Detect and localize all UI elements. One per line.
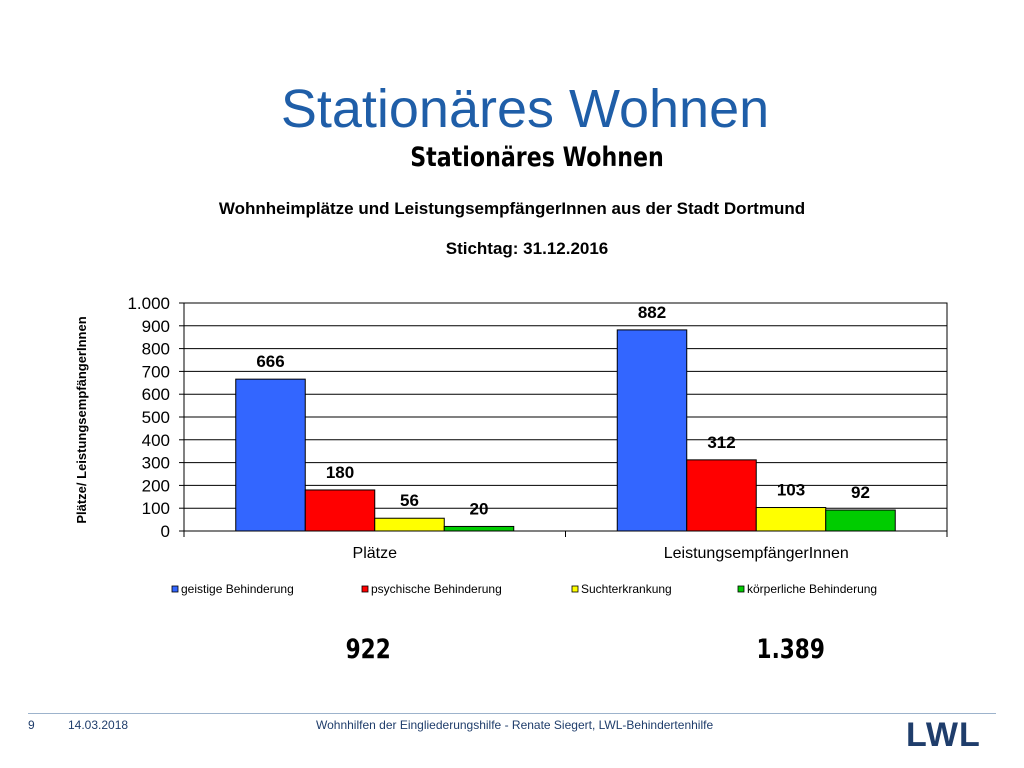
y-axis-label: Plätze/ LeistungsempfängerInnen (74, 316, 89, 523)
x-category-label: Plätze (353, 545, 398, 562)
bar (235, 378, 306, 532)
data-label: 666 (256, 352, 284, 371)
y-tick-label: 300 (142, 454, 170, 473)
y-tick-label: 500 (142, 408, 170, 427)
data-label: 312 (707, 433, 735, 452)
bar (374, 517, 445, 532)
total-plaetze: 922 (345, 634, 391, 665)
legend-label: Suchterkrankung (581, 582, 672, 596)
footer-divider (28, 713, 996, 714)
y-tick-label: 200 (142, 476, 170, 495)
lwl-logo: LWL (906, 716, 981, 754)
legend-label: psychische Behinderung (371, 582, 502, 596)
data-label: 56 (400, 491, 419, 510)
data-label: 20 (470, 499, 489, 518)
y-tick-label: 600 (142, 385, 170, 404)
y-tick-label: 800 (142, 340, 170, 359)
page-number: 9 (28, 718, 35, 732)
legend-swatch (171, 585, 179, 593)
data-label: 103 (777, 481, 805, 500)
legend-swatch (737, 585, 745, 593)
bar (686, 459, 757, 532)
y-tick-label: 1.000 (127, 294, 170, 313)
y-tick-label: 900 (142, 317, 170, 336)
legend-swatch (571, 585, 579, 593)
data-label: 882 (638, 303, 666, 322)
bar (755, 507, 827, 532)
legend-swatch (361, 585, 369, 593)
y-tick-label: 400 (142, 431, 170, 450)
bar (825, 509, 896, 532)
chart-subtitle: Stichtag: 31.12.2016 (445, 239, 609, 258)
footer-text: Wohnhilfen der Eingliederungshilfe - Ren… (316, 718, 714, 732)
data-label: 180 (326, 463, 354, 482)
total-leistungsempfaenger: 1.389 (756, 634, 825, 665)
x-category-label: LeistungsempfängerInnen (664, 545, 849, 562)
y-tick-label: 0 (161, 522, 170, 541)
footer-date: 14.03.2018 (68, 718, 129, 732)
y-tick-label: 100 (142, 499, 170, 518)
y-tick-label: 700 (142, 362, 170, 381)
chart-title: Wohnheimplätze und LeistungsempfängerInn… (218, 199, 806, 218)
bar (304, 489, 376, 532)
legend-label: geistige Behinderung (181, 582, 294, 596)
data-label: 92 (851, 483, 870, 502)
slide-title: Stationäres Wohnen (280, 79, 770, 139)
bar (616, 329, 688, 532)
chart-heading: Stationäres Wohnen (410, 142, 664, 173)
legend-label: körperliche Behinderung (747, 582, 877, 596)
bar (443, 525, 515, 532)
